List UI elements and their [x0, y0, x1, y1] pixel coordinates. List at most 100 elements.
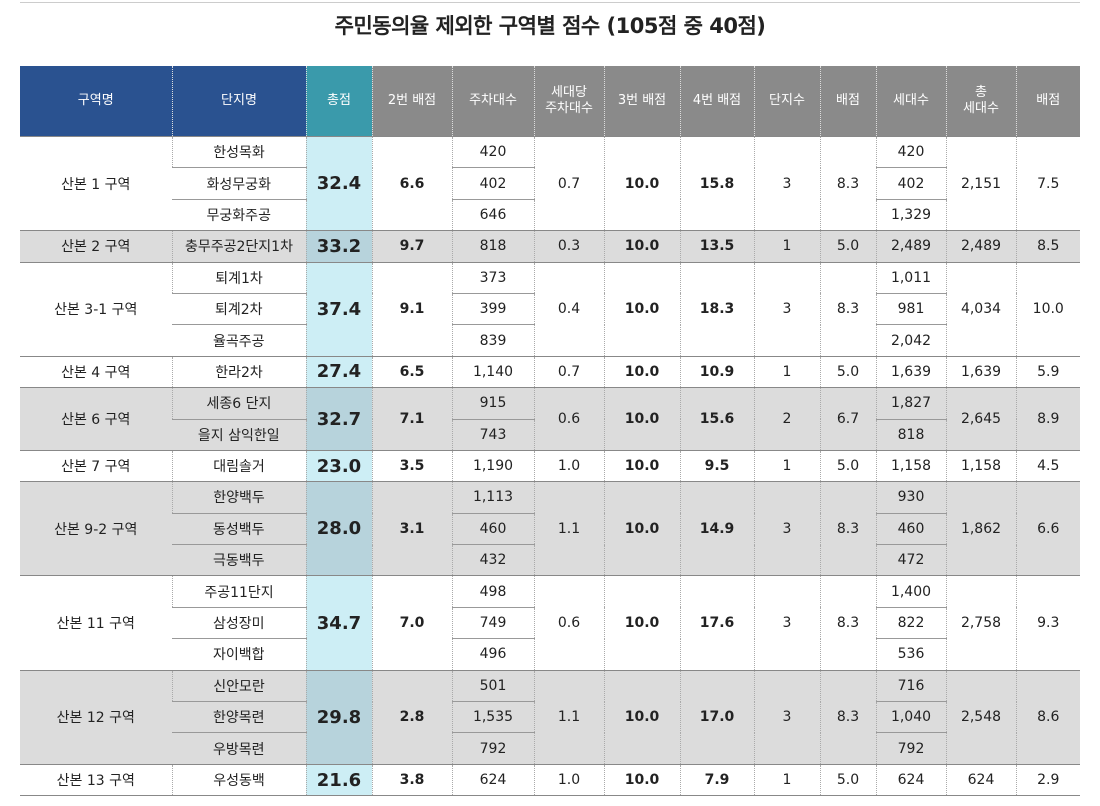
district-cell: 산본 7 구역	[20, 449, 172, 482]
parking-cell: 792	[451, 732, 534, 765]
score-count-cell: 5.0	[819, 763, 876, 797]
score-households-cell: 2.9	[1015, 763, 1080, 797]
name-cell: 세종6 단지	[171, 387, 306, 420]
column-header: 단지수	[753, 66, 820, 137]
table-row: 산본 12 구역 신안모란 29.8 2.8 501 1.1 10.0 17.0 3 8.3 716…	[20, 669, 1080, 765]
households-cell: 472	[875, 544, 946, 576]
column-header: 3번 배점	[603, 66, 680, 137]
score-households-cell: 8.9	[1015, 387, 1080, 451]
complex-count-cell: 2	[753, 387, 820, 451]
column-header: 총점	[305, 66, 372, 137]
score3-cell: 10.0	[603, 481, 680, 576]
score-count-cell: 8.3	[819, 261, 876, 357]
households-cell: 818	[875, 418, 946, 451]
households-cell: 1,011	[875, 261, 946, 294]
parking-cell: 432	[451, 544, 534, 576]
complex-count-cell: 1	[753, 230, 820, 263]
complex-count-cell: 3	[753, 669, 820, 765]
total-households-cell: 1,158	[945, 449, 1016, 482]
table-row: 우방목련 792 792	[20, 732, 1080, 765]
score-count-cell: 6.7	[819, 387, 876, 451]
score2-cell: 3.5	[371, 449, 452, 482]
table-row: 산본 11 구역 주공11단지 34.7 7.0 498 0.6 10.0 17.6 3 8.3 1…	[20, 575, 1080, 671]
households-cell: 1,639	[875, 355, 946, 388]
total-cell: 21.6	[305, 763, 372, 797]
households-cell: 1,040	[875, 701, 946, 733]
households-cell: 716	[875, 669, 946, 702]
score2-cell: 7.1	[371, 387, 452, 451]
complex-count-cell: 3	[753, 261, 820, 357]
district-cell: 산본 4 구역	[20, 355, 172, 388]
score-households-cell: 8.5	[1015, 230, 1080, 263]
total-households-cell: 1,639	[945, 355, 1016, 388]
score2-cell: 9.7	[371, 230, 452, 263]
score-households-cell: 5.9	[1015, 355, 1080, 388]
per-household-cell: 0.4	[533, 261, 604, 357]
score-table: 구역명 단지명 총점 2번 배점 주차대수 세대당 주차대수 3번 배점 4번 배점 단지수 배점…	[20, 66, 1080, 797]
parking-cell: 915	[451, 387, 534, 420]
name-cell: 충무주공2단지1차	[171, 230, 306, 263]
parking-cell: 399	[451, 292, 534, 325]
table-row: 자이백합 496 536	[20, 638, 1080, 671]
score-households-cell: 6.6	[1015, 481, 1080, 576]
score2-cell: 2.8	[371, 669, 452, 765]
district-cell: 산본 2 구역	[20, 230, 172, 263]
table-row: 화성무궁화 402 402	[20, 167, 1080, 200]
table-row: 산본 7 구역 대림솔거 23.0 3.5 1,190 1.0 10.0 9.5 1 5.0 1,1…	[20, 449, 1080, 482]
score2-cell: 3.1	[371, 481, 452, 576]
households-cell: 1,400	[875, 575, 946, 608]
parking-cell: 498	[451, 575, 534, 608]
table-row: 산본 6 구역 세종6 단지 32.7 7.1 915 0.6 10.0 15.6 2 6.7 1,…	[20, 387, 1080, 451]
total-households-cell: 624	[945, 763, 1016, 797]
parking-cell: 373	[451, 261, 534, 294]
column-header: 4번 배점	[679, 66, 754, 137]
name-cell: 우성동백	[171, 763, 306, 797]
per-household-cell: 0.6	[533, 387, 604, 451]
name-cell: 한성목화	[171, 135, 306, 168]
score4-cell: 7.9	[679, 763, 754, 797]
score4-cell: 18.3	[679, 261, 754, 357]
households-cell: 402	[875, 167, 946, 200]
parking-cell: 624	[451, 763, 534, 797]
households-cell: 1,827	[875, 387, 946, 420]
total-cell: 37.4	[305, 261, 372, 357]
per-household-cell: 0.3	[533, 230, 604, 263]
score-households-cell: 9.3	[1015, 575, 1080, 671]
name-cell: 율곡주공	[172, 324, 306, 357]
complex-count-cell: 1	[753, 355, 820, 388]
parking-cell: 402	[451, 167, 534, 200]
column-header: 구역명	[20, 66, 172, 137]
households-cell: 460	[875, 512, 946, 545]
column-header: 단지명	[171, 66, 306, 137]
households-cell: 420	[875, 135, 946, 168]
complex-count-cell: 3	[753, 481, 820, 576]
column-header: 2번 배점	[371, 66, 452, 137]
column-header: 세대수	[875, 66, 946, 137]
parking-cell: 1,140	[451, 355, 534, 388]
name-cell: 주공11단지	[171, 575, 306, 608]
name-cell: 한라2차	[171, 355, 306, 388]
parking-cell: 1,113	[451, 481, 534, 514]
per-household-cell: 0.6	[533, 575, 604, 671]
district-cell: 산본 9-2 구역	[20, 481, 172, 576]
households-cell: 822	[875, 606, 946, 639]
score4-cell: 10.9	[679, 355, 754, 388]
score-households-cell: 4.5	[1015, 449, 1080, 482]
households-cell: 1,329	[875, 198, 946, 231]
score4-cell: 17.0	[679, 669, 754, 765]
table-row: 산본 4 구역 한라2차 27.4 6.5 1,140 0.7 10.0 10.9 1 5.0 1,…	[20, 355, 1080, 388]
name-cell: 신안모란	[171, 669, 306, 702]
column-header: 배점	[1015, 66, 1080, 137]
complex-count-cell: 3	[753, 135, 820, 231]
total-households-cell: 2,489	[945, 230, 1016, 263]
score3-cell: 10.0	[603, 387, 680, 451]
score4-cell: 14.9	[679, 481, 754, 576]
score-households-cell: 7.5	[1015, 135, 1080, 231]
name-cell: 퇴계2차	[172, 292, 306, 325]
column-header: 주차대수	[451, 66, 534, 137]
score4-cell: 15.8	[679, 135, 754, 231]
score3-cell: 10.0	[603, 575, 680, 671]
total-cell: 32.7	[305, 387, 372, 451]
score2-cell: 3.8	[371, 763, 452, 797]
total-households-cell: 1,862	[945, 481, 1016, 576]
